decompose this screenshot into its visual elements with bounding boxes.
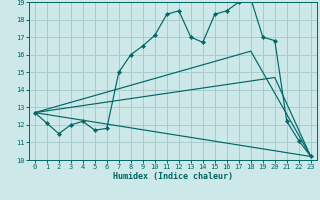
X-axis label: Humidex (Indice chaleur): Humidex (Indice chaleur) — [113, 172, 233, 181]
